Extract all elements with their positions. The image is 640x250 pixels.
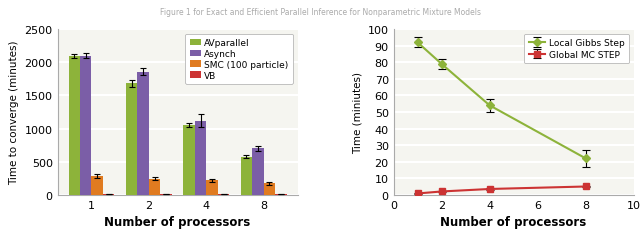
Bar [264,184,275,195]
Bar [103,194,115,195]
Bar [218,194,229,195]
Bar [92,176,103,195]
Bar [252,149,264,195]
X-axis label: Number of processors: Number of processors [440,215,587,228]
Bar [206,180,218,195]
Bar [126,84,138,195]
X-axis label: Number of processors: Number of processors [104,215,251,228]
Bar [161,194,172,195]
Bar [80,56,92,195]
Bar [275,194,287,195]
Legend: Local Gibbs Step, Global MC STEP: Local Gibbs Step, Global MC STEP [524,34,629,64]
Bar [183,126,195,195]
Y-axis label: Time to converge (minutes): Time to converge (minutes) [9,40,19,184]
Bar [241,157,252,195]
Text: Figure 1 for Exact and Efficient Parallel Inference for Nonparametric Mixture Mo: Figure 1 for Exact and Efficient Paralle… [159,8,481,16]
Bar [68,56,80,195]
Bar [195,121,206,195]
Bar [138,72,149,195]
Y-axis label: Time (miniutes): Time (miniutes) [352,72,362,153]
Legend: AVparallel, Asynch, SMC (100 particle), VB: AVparallel, Asynch, SMC (100 particle), … [186,34,293,85]
Bar [149,179,161,195]
